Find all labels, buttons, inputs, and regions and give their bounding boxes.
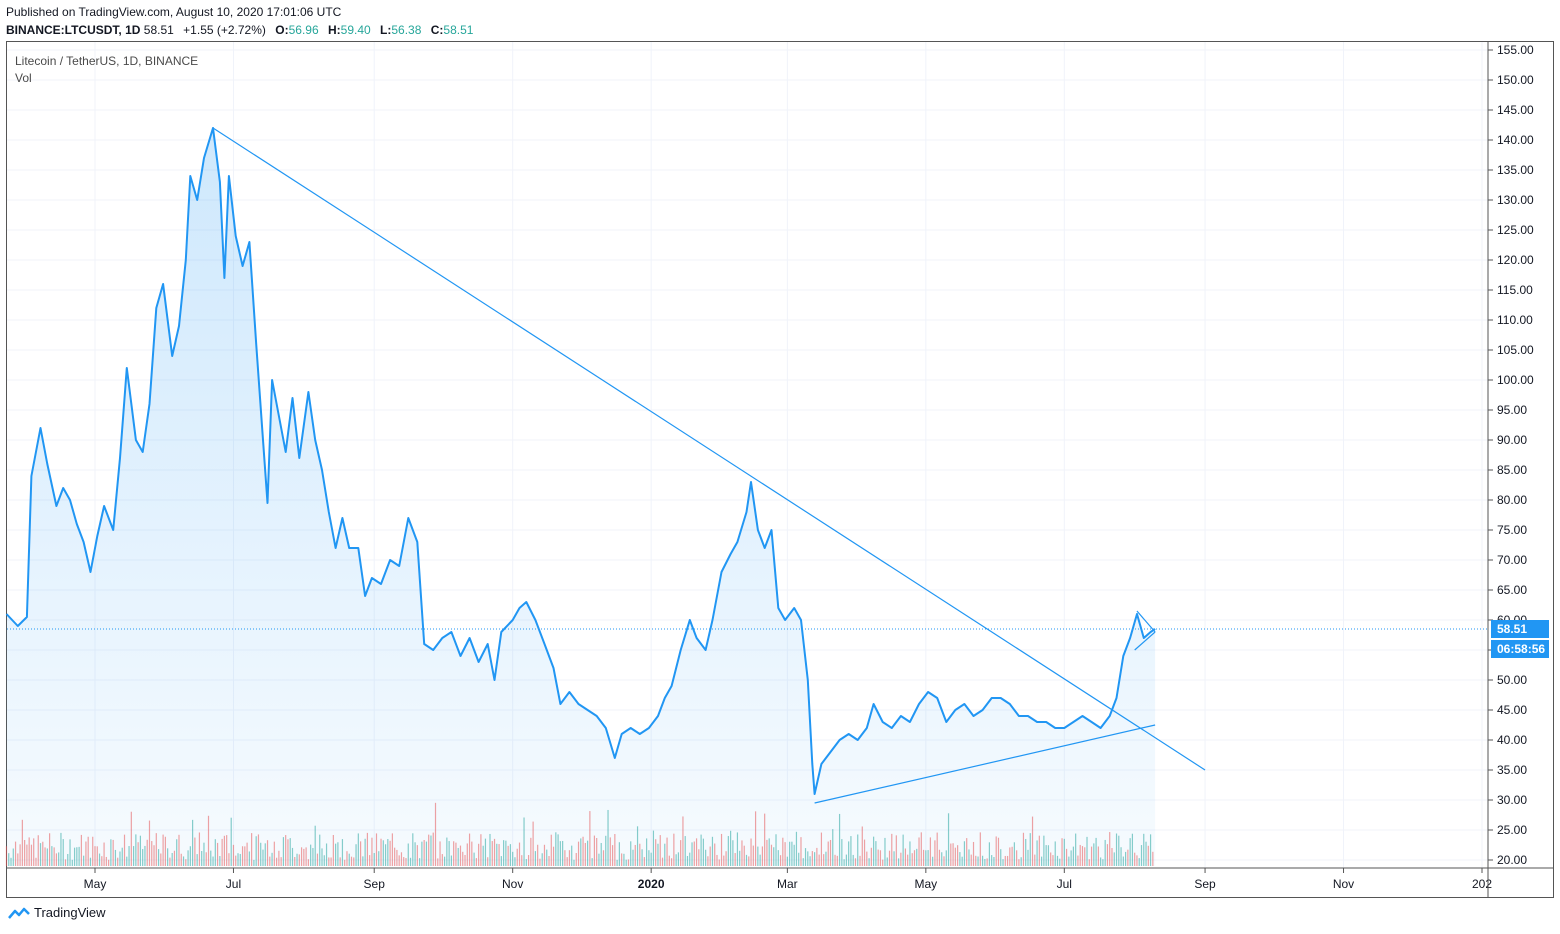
low-value: 56.38 [391, 23, 422, 37]
volume-legend: Vol [15, 71, 32, 85]
series-legend: Litecoin / TetherUS, 1D, BINANCE [15, 54, 199, 68]
high-value: 59.40 [340, 23, 371, 37]
trendline [212, 127, 1206, 771]
low-label: L: [380, 23, 392, 37]
y-tick-label: 105.00 [1497, 343, 1534, 357]
x-tick-label: Jul [1057, 877, 1072, 891]
y-tick-label: 35.00 [1497, 763, 1527, 777]
price-area [6, 128, 1156, 866]
y-tick-label: 100.00 [1497, 373, 1534, 387]
countdown-badge: 06:58:56 [1491, 639, 1549, 658]
y-tick-label: 80.00 [1497, 493, 1527, 507]
y-tick-label: 150.00 [1497, 73, 1534, 87]
y-tick-label: 120.00 [1497, 253, 1534, 267]
open-label: O: [275, 23, 289, 37]
y-tick-label: 75.00 [1497, 523, 1527, 537]
y-tick-label: 110.00 [1497, 313, 1533, 327]
footer-brand[interactable]: TradingView [8, 905, 106, 920]
y-tick-label: 145.00 [1497, 103, 1534, 117]
trendline [1136, 610, 1156, 633]
y-tick-label: 140.00 [1497, 133, 1534, 147]
close-value: 58.51 [443, 23, 474, 37]
volume-bar [5, 846, 8, 866]
y-tick-label: 25.00 [1497, 823, 1527, 837]
high-label: H: [327, 23, 341, 37]
y-tick-label: 90.00 [1497, 433, 1527, 447]
current-price-badge: 58.51 [1491, 619, 1549, 638]
x-tick-label: May [84, 877, 107, 891]
x-tick-label: Sep [1194, 877, 1216, 891]
y-tick-label: 40.00 [1497, 733, 1527, 747]
brand-label: TradingView [34, 905, 106, 920]
y-tick-label: 135.00 [1497, 163, 1534, 177]
y-tick-label: 125.00 [1497, 223, 1534, 237]
y-tick-label: 130.00 [1497, 193, 1534, 207]
x-tick-label: Sep [364, 877, 386, 891]
price-line [5, 127, 1156, 795]
y-tick-label: 85.00 [1497, 463, 1527, 477]
x-tick-label: Jul [226, 877, 241, 891]
symbol: BINANCE:LTCUSDT, 1D [6, 23, 141, 37]
trendline [1134, 631, 1156, 651]
x-tick-label: Mar [777, 877, 798, 891]
y-tick-label: 95.00 [1497, 403, 1527, 417]
x-tick-label: Nov [1333, 877, 1354, 891]
y-tick-label: 45.00 [1497, 703, 1527, 717]
open-value: 56.96 [288, 23, 319, 37]
tradingview-logo-icon [8, 907, 30, 919]
ohlc-line: BINANCE:LTCUSDT, 1D 58.51 +1.55 (+2.72%)… [6, 23, 473, 37]
x-tick-label: Nov [502, 877, 523, 891]
y-tick-label: 30.00 [1497, 793, 1527, 807]
published-line: Published on TradingView.com, August 10,… [6, 5, 342, 19]
chart-frame[interactable] [6, 41, 1554, 898]
y-tick-label: 65.00 [1497, 583, 1527, 597]
y-tick-label: 115.00 [1497, 283, 1533, 297]
y-tick-label: 70.00 [1497, 553, 1527, 567]
y-tick-label: 20.00 [1497, 853, 1527, 867]
y-tick-label: 50.00 [1497, 673, 1527, 687]
price-change: +1.55 (+2.72%) [183, 23, 266, 37]
close-label: C: [430, 23, 444, 37]
x-tick-label: 2020 [638, 877, 665, 891]
y-tick-label: 155.00 [1497, 43, 1534, 57]
x-tick-label: May [915, 877, 938, 891]
trendline [814, 724, 1156, 804]
last-price: 58.51 [143, 23, 174, 37]
x-tick-label: 202 [1472, 877, 1492, 891]
